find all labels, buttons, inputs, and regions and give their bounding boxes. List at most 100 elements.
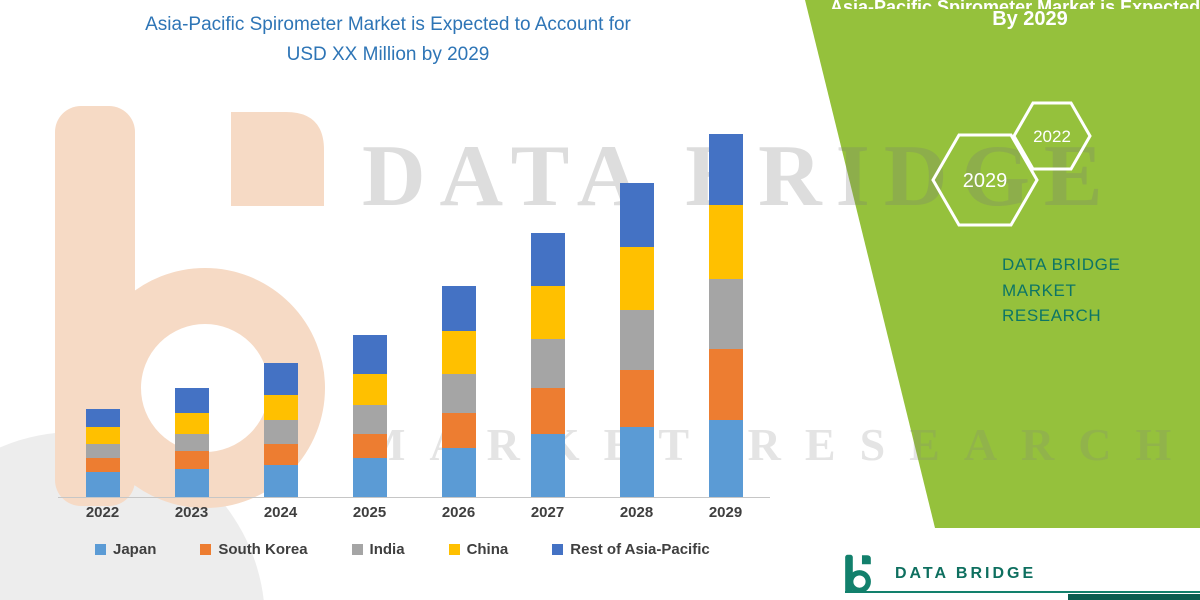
page-title-line-1: Asia-Pacific Spirometer Market is Expect… bbox=[145, 14, 631, 35]
panel-heading-by-2029: By 2029 bbox=[992, 8, 1068, 30]
bar-segment-rest-of-asia-pacific bbox=[619, 183, 654, 247]
x-tick-label-2023: 2023 bbox=[174, 504, 209, 521]
stacked-bar-2025 bbox=[352, 334, 387, 497]
bar-segment-china bbox=[530, 285, 565, 339]
page-title: Asia-Pacific Spirometer Market is Expect… bbox=[88, 10, 688, 71]
bar-segment-japan bbox=[530, 433, 565, 497]
footer-brand-text: DATA BRIDGE bbox=[895, 565, 1037, 582]
bar-segment-india bbox=[85, 444, 120, 459]
bar-segment-rest-of-asia-pacific bbox=[352, 334, 387, 374]
stacked-bar-2027 bbox=[530, 232, 565, 497]
bar-segment-south-korea bbox=[85, 458, 120, 473]
bar-2026 bbox=[414, 285, 503, 497]
bar-segment-japan bbox=[619, 426, 654, 497]
bar-segment-japan bbox=[85, 472, 120, 497]
bar-segment-south-korea bbox=[174, 451, 209, 469]
legend-label-japan: Japan bbox=[113, 541, 157, 558]
legend-swatch-china bbox=[448, 544, 460, 555]
x-axis-labels: 2022 2023 2024 2025 2026 2027 2028 2029 bbox=[58, 504, 770, 521]
bar-segment-china bbox=[708, 204, 743, 279]
bar-segment-rest-of-asia-pacific bbox=[708, 134, 743, 205]
bar-segment-china bbox=[352, 373, 387, 406]
bar-segment-india bbox=[619, 310, 654, 371]
bar-segment-japan bbox=[441, 447, 476, 497]
bar-segment-rest-of-asia-pacific bbox=[530, 232, 565, 286]
legend-item-china: China bbox=[448, 541, 509, 558]
clipped-text-line: Asia-Pacific Spirometer Market is Expect… bbox=[830, 0, 1200, 9]
bar-2029 bbox=[681, 134, 770, 497]
legend-label-china: China bbox=[466, 541, 509, 558]
bar-2025 bbox=[325, 334, 414, 497]
bar-segment-china bbox=[441, 331, 476, 374]
bar-segment-south-korea bbox=[352, 433, 387, 459]
bar-segment-china bbox=[174, 412, 209, 434]
bar-segment-south-korea bbox=[619, 370, 654, 427]
legend-swatch-south-korea bbox=[200, 544, 212, 555]
x-tick-label-2029: 2029 bbox=[708, 504, 743, 521]
bar-2024 bbox=[236, 363, 325, 497]
bottom-accent-bar bbox=[1068, 594, 1200, 600]
plot-area bbox=[58, 127, 770, 498]
legend-swatch-india bbox=[351, 544, 363, 555]
bar-2028 bbox=[592, 183, 681, 497]
legend-swatch-japan bbox=[95, 544, 106, 555]
legend-item-rest-of-asia-pacific: Rest of Asia-Pacific bbox=[552, 541, 710, 558]
bar-2022 bbox=[58, 408, 147, 497]
bar-segment-india bbox=[708, 278, 743, 349]
bar-segment-india bbox=[174, 433, 209, 452]
bar-segment-china bbox=[263, 394, 298, 420]
panel-brand-text: DATA BRIDGE MARKET RESEARCH bbox=[1002, 252, 1200, 329]
bar-segment-india bbox=[352, 405, 387, 434]
x-tick-label-2028: 2028 bbox=[619, 504, 654, 521]
bar-segment-india bbox=[530, 338, 565, 388]
bar-segment-china bbox=[85, 426, 120, 445]
footer-divider bbox=[845, 591, 1200, 593]
stacked-bar-2022 bbox=[85, 408, 120, 497]
bar-2027 bbox=[503, 232, 592, 497]
legend-item-south-korea: South Korea bbox=[200, 541, 308, 558]
bar-2023 bbox=[147, 387, 236, 497]
stacked-bar-2023 bbox=[174, 387, 209, 497]
stacked-bar-2026 bbox=[441, 285, 476, 497]
legend-swatch-rest-of-asia-pacific bbox=[552, 544, 564, 555]
bar-segment-rest-of-asia-pacific bbox=[85, 408, 120, 427]
hexagon-2029-icon: 2029 bbox=[931, 133, 1039, 227]
hexagon-2022-icon: 2022 bbox=[1012, 101, 1092, 171]
x-tick-label-2026: 2026 bbox=[441, 504, 476, 521]
hexagon-label-2029: 2029 bbox=[963, 170, 1008, 192]
watermark-market-research: MARKET RESEARCH bbox=[362, 419, 1196, 470]
data-bridge-logo-icon bbox=[845, 553, 873, 599]
bar-segment-south-korea bbox=[530, 387, 565, 434]
hexagon-label-2022: 2022 bbox=[1033, 127, 1071, 146]
year-hexagons: 2029 2022 bbox=[931, 101, 1092, 227]
x-tick-label-2025: 2025 bbox=[352, 504, 387, 521]
bar-segment-south-korea bbox=[441, 412, 476, 448]
bar-segment-japan bbox=[708, 419, 743, 497]
stacked-bar-2028 bbox=[619, 183, 654, 497]
stacked-bar-2024 bbox=[263, 363, 298, 497]
legend-item-japan: Japan bbox=[95, 541, 156, 558]
bar-segment-japan bbox=[174, 468, 209, 497]
bar-segment-rest-of-asia-pacific bbox=[263, 363, 298, 395]
legend-item-india: India bbox=[351, 541, 405, 558]
panel-brand-line-2: RESEARCH bbox=[1002, 306, 1102, 325]
bar-segment-japan bbox=[263, 465, 298, 497]
legend-label-rest-of-asia-pacific: Rest of Asia-Pacific bbox=[570, 541, 710, 558]
x-tick-label-2022: 2022 bbox=[85, 504, 120, 521]
bar-segment-india bbox=[263, 419, 298, 445]
x-tick-label-2024: 2024 bbox=[263, 504, 298, 521]
bar-segment-india bbox=[441, 373, 476, 413]
x-tick-label-2027: 2027 bbox=[530, 504, 565, 521]
bar-segment-south-korea bbox=[708, 349, 743, 420]
bar-segment-china bbox=[619, 246, 654, 311]
bar-segment-south-korea bbox=[263, 444, 298, 466]
bar-segment-rest-of-asia-pacific bbox=[441, 285, 476, 332]
bar-segment-rest-of-asia-pacific bbox=[174, 387, 209, 413]
legend: Japan South Korea India China Rest of Asia-P… bbox=[95, 541, 710, 558]
legend-label-india: India bbox=[369, 541, 405, 558]
panel-brand-line-1: DATA BRIDGE MARKET bbox=[1002, 255, 1121, 300]
legend-label-south-korea: South Korea bbox=[218, 541, 308, 558]
stacked-bar-2029 bbox=[708, 134, 743, 497]
bar-segment-japan bbox=[352, 458, 387, 497]
